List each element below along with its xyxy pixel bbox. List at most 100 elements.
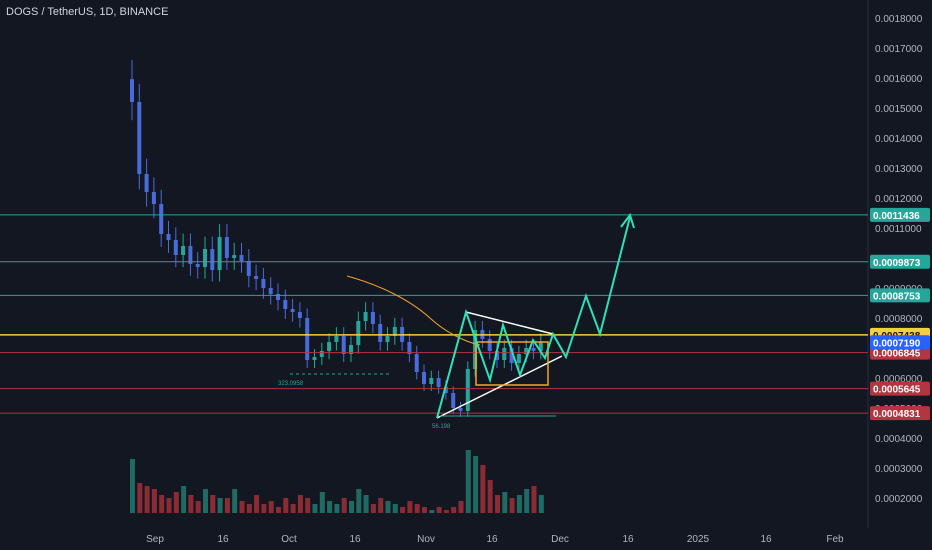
- volume-bar: [144, 486, 150, 513]
- x-tick-label: 2025: [687, 534, 710, 545]
- volume-bar: [385, 501, 391, 513]
- volume-bar: [239, 501, 245, 513]
- level-label-bg: [870, 288, 930, 303]
- candle-body: [151, 192, 156, 204]
- volume-bar: [414, 504, 420, 513]
- level-label-bg: [870, 381, 930, 396]
- volume-bar: [363, 495, 369, 513]
- candle-body: [531, 348, 536, 351]
- candle-body: [268, 288, 273, 294]
- projection-path: [436, 216, 631, 419]
- volume-bar: [268, 501, 274, 513]
- last-price-bg: [870, 335, 930, 350]
- candle-body: [195, 264, 200, 267]
- volume-bar: [254, 495, 260, 513]
- candle-body: [334, 336, 339, 342]
- annotation-label: 323.0958: [278, 381, 304, 387]
- volume-bar: [276, 507, 281, 513]
- volume-bar: [224, 498, 230, 513]
- candle-body: [166, 234, 171, 240]
- candle-body: [305, 318, 310, 360]
- candle-body: [370, 312, 375, 324]
- candle-body: [502, 348, 507, 360]
- level-label: 0.0009873: [873, 258, 921, 269]
- candle-body: [239, 255, 244, 261]
- candle-body: [451, 393, 456, 408]
- volume-bar: [217, 498, 223, 513]
- y-tick-label: 0.0013000: [875, 164, 923, 175]
- candle-body: [290, 309, 295, 312]
- candle-body: [524, 348, 529, 354]
- candle-body: [495, 351, 499, 360]
- volume-bar: [524, 489, 530, 513]
- y-tick-label: 0.0016000: [875, 74, 923, 85]
- candle-body: [144, 174, 149, 192]
- volume-bar: [429, 510, 435, 513]
- volume-bar: [465, 450, 471, 513]
- candle-body: [319, 351, 324, 357]
- candle-body: [173, 240, 178, 255]
- candle-body: [261, 279, 266, 288]
- volume-bar: [341, 498, 347, 513]
- candle-body: [363, 312, 368, 321]
- volume-bar: [246, 504, 252, 513]
- candle-body: [443, 387, 448, 393]
- candle-body: [246, 261, 251, 276]
- candle-body: [487, 339, 492, 351]
- x-tick-label: 16: [760, 534, 772, 545]
- candle-body: [137, 102, 142, 174]
- volume-bar: [290, 504, 296, 513]
- candle-body: [224, 237, 229, 258]
- candle-body: [509, 348, 514, 363]
- volume-bar: [188, 495, 194, 513]
- candle-body: [217, 237, 222, 270]
- volume-bar: [312, 504, 318, 513]
- volume-bar: [137, 483, 143, 513]
- candle-body: [422, 372, 426, 384]
- x-tick-label: 16: [217, 534, 229, 545]
- volume-bar: [495, 495, 500, 513]
- volume-bar: [305, 498, 311, 513]
- moving-average-line: [346, 275, 481, 346]
- volume-bar: [451, 507, 457, 513]
- volume-bar: [283, 498, 289, 513]
- y-tick-label: 0.0006000: [875, 374, 923, 385]
- candle-body: [436, 378, 441, 387]
- y-tick-label: 0.0003000: [875, 464, 923, 475]
- y-tick-label: 0.0011000: [875, 224, 922, 235]
- y-tick-label: 0.0004000: [875, 434, 923, 445]
- y-tick-label: 0.0008000: [875, 314, 923, 325]
- volume-bar: [166, 498, 172, 513]
- candle-body: [181, 246, 186, 255]
- volume-bar: [173, 492, 179, 513]
- volume-bar: [203, 489, 208, 513]
- x-tick-label: Feb: [826, 534, 844, 545]
- x-tick-label: Nov: [417, 534, 435, 545]
- level-label: 0.0005645: [873, 385, 921, 396]
- candle-body: [232, 255, 237, 258]
- volume-bar: [473, 456, 479, 513]
- candle-body: [130, 79, 134, 102]
- candle-body: [407, 342, 412, 354]
- candle-body: [203, 249, 207, 267]
- volume-bar: [334, 504, 340, 513]
- candle-body: [473, 330, 478, 369]
- x-tick-label: 16: [486, 534, 498, 545]
- volume-bar: [327, 501, 333, 513]
- x-tick-label: 16: [349, 534, 361, 545]
- level-label-bg: [870, 207, 930, 222]
- candle-body: [385, 336, 390, 342]
- candle-body: [159, 204, 164, 234]
- candle-body: [538, 342, 543, 351]
- volume-bar: [392, 504, 398, 513]
- volume-bar: [210, 495, 216, 513]
- candle-body: [516, 354, 521, 363]
- level-label-bg: [870, 406, 930, 421]
- volume-bar: [195, 501, 201, 513]
- candle-body: [349, 345, 353, 354]
- volume-bar: [443, 510, 449, 513]
- volume-bar: [370, 504, 376, 513]
- candle-body: [341, 336, 346, 354]
- x-tick-label: 16: [622, 534, 634, 545]
